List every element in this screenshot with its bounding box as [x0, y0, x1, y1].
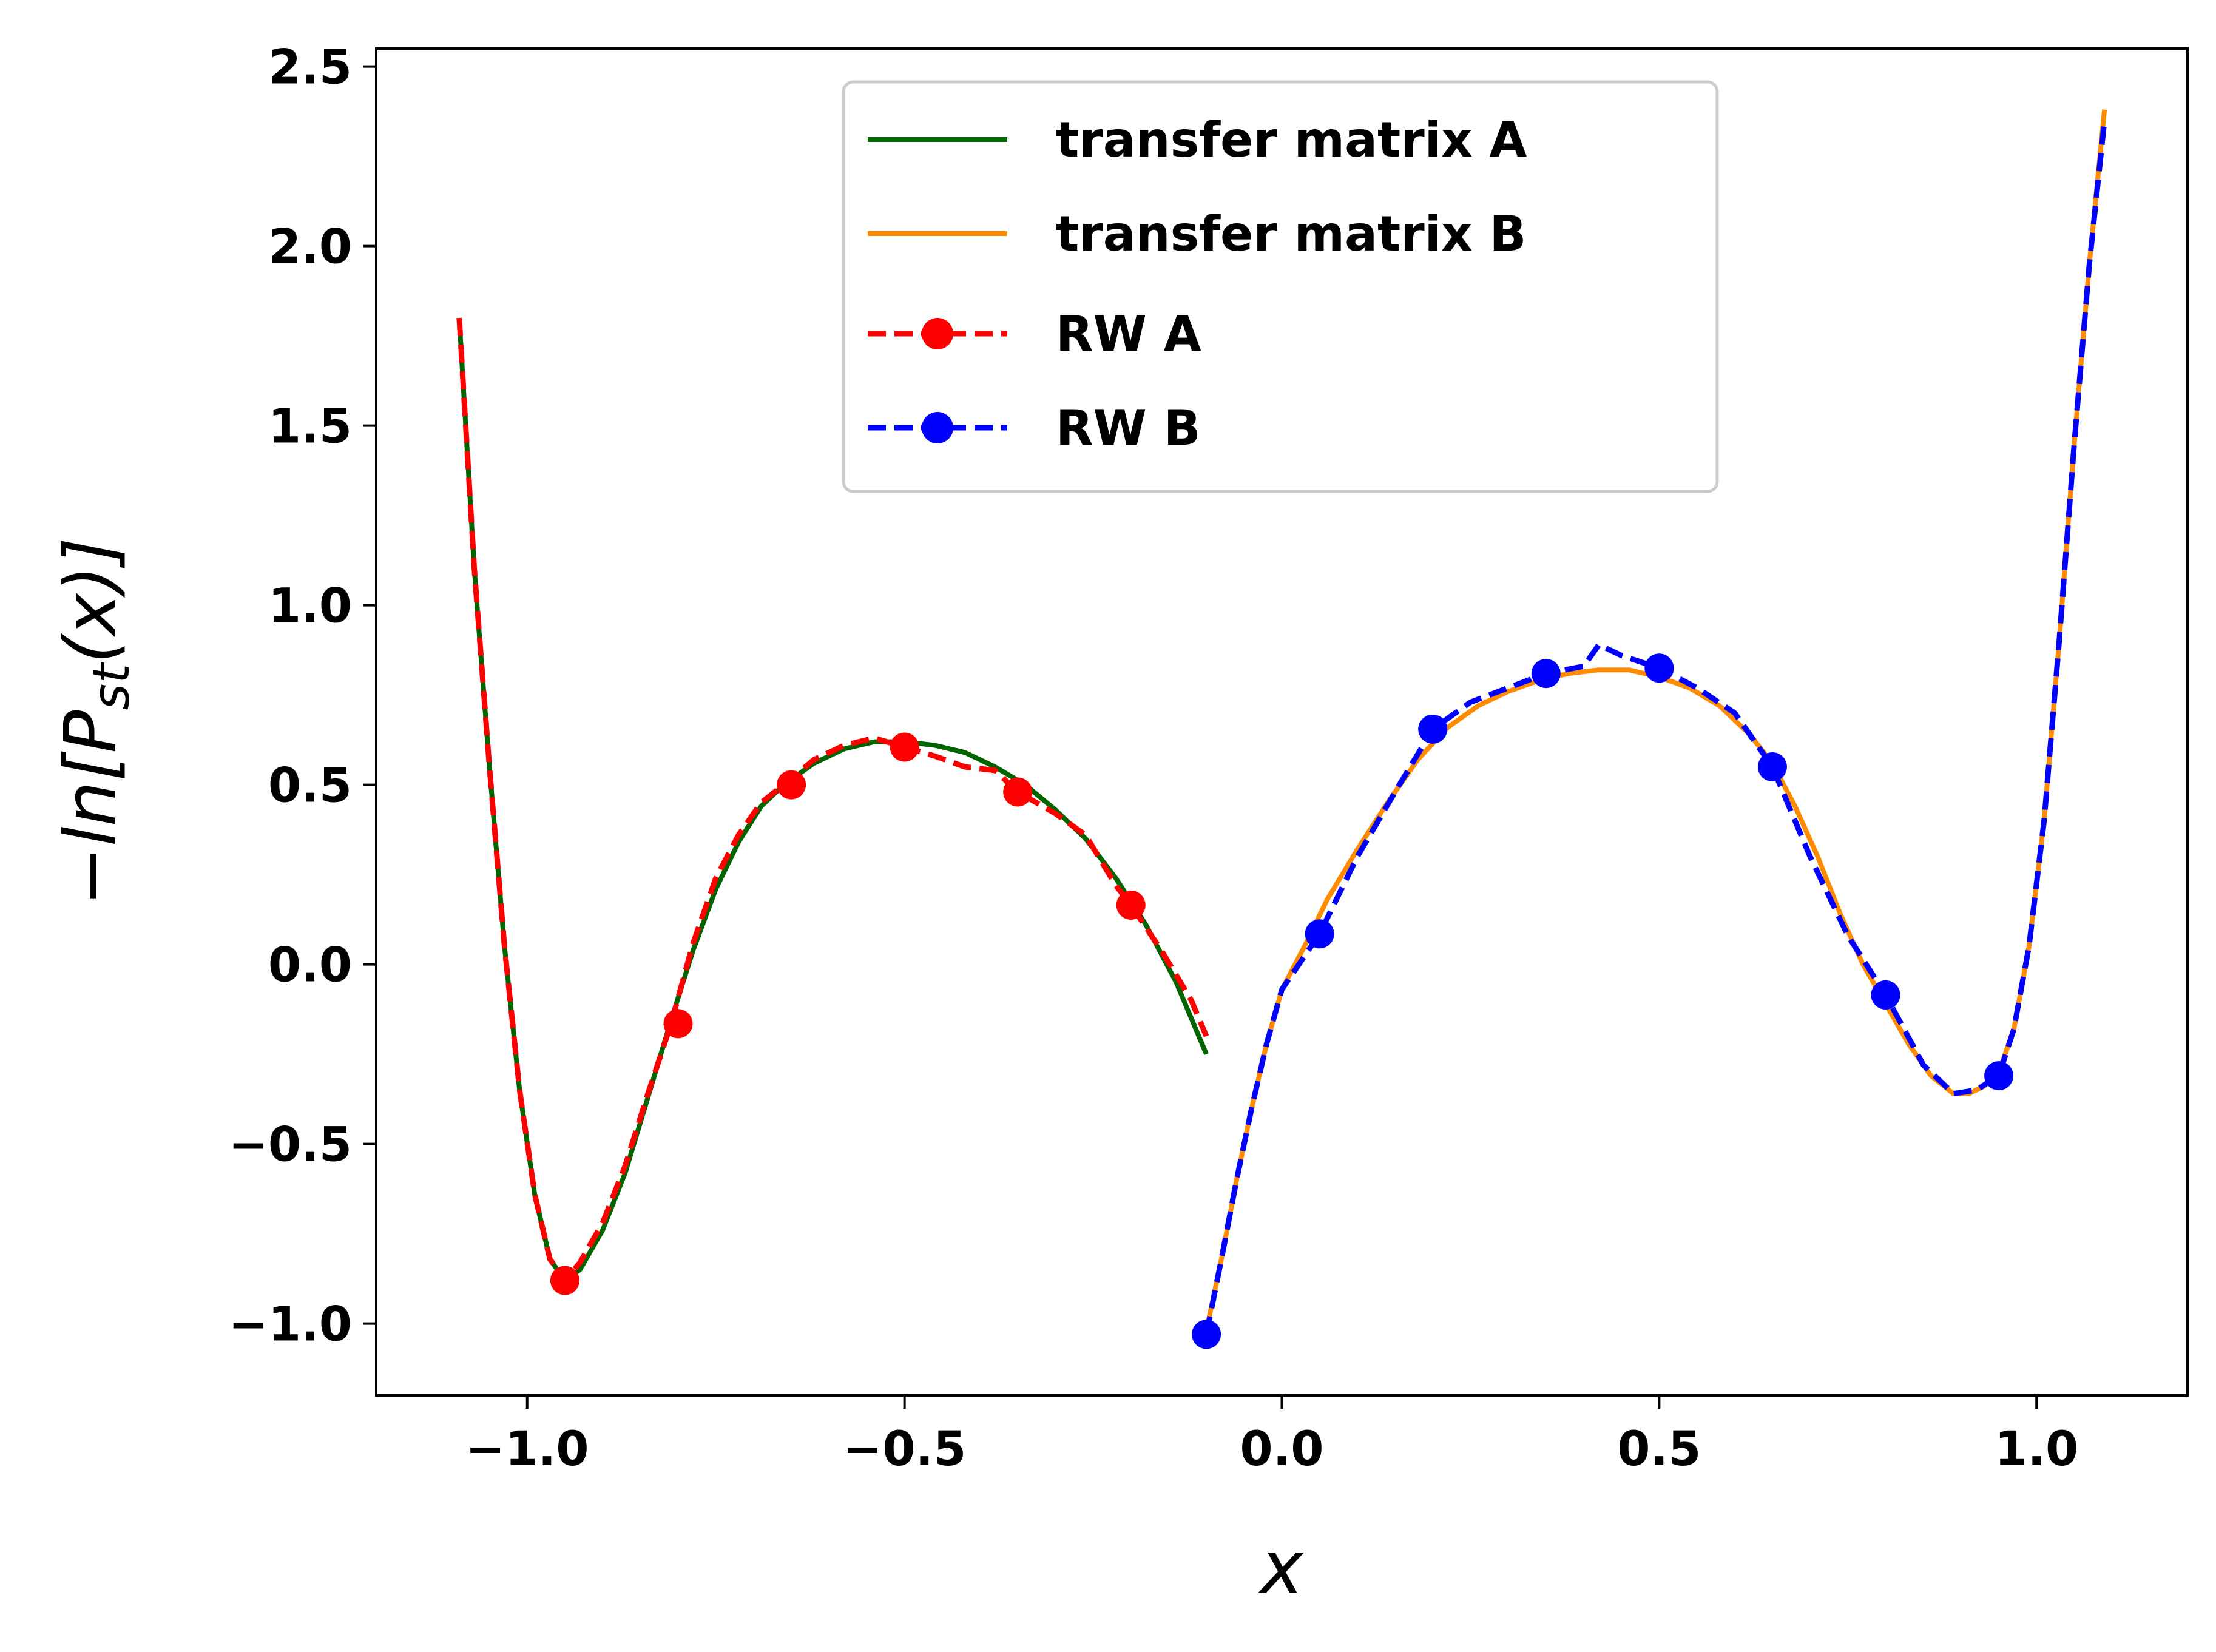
rw-a-marker: [1003, 777, 1033, 807]
rw-b-marker: [1644, 653, 1674, 683]
rw-b-marker: [1305, 919, 1334, 949]
x-tick-label: 0.0: [1240, 1422, 1323, 1477]
y-tick-label: 0.0: [268, 939, 352, 993]
rw-a-marker: [777, 770, 806, 800]
rw-b-marker: [1192, 1320, 1221, 1349]
y-tick-label: −1.0: [228, 1298, 352, 1352]
rw-a-line: [456, 317, 1209, 1284]
y-tick-label: 2.0: [268, 220, 352, 275]
x-tick-label: 0.5: [1617, 1422, 1701, 1477]
y-axis-title-main: −ln[P: [49, 710, 132, 907]
legend-label-rw-a: RW A: [1056, 306, 1201, 362]
legend-marker-rw-a: [922, 318, 953, 349]
x-tick-label: 1.0: [1995, 1422, 2078, 1477]
legend-label-transfer-matrix-b: transfer matrix B: [1056, 206, 1527, 262]
legend: transfer matrix A transfer matrix B RW A RW…: [842, 80, 1719, 493]
rw-b-line: [1203, 120, 2107, 1335]
x-tick-label: −1.0: [465, 1422, 589, 1477]
y-tick-label: 2.5: [268, 41, 352, 95]
x-tick-label: −0.5: [843, 1422, 967, 1477]
legend-label-rw-b: RW B: [1056, 400, 1201, 456]
rw-b-marker: [1871, 980, 1900, 1010]
y-axis-title: −ln[Pst(x)]: [49, 538, 141, 906]
legend-label-transfer-matrix-a: transfer matrix A: [1056, 112, 1527, 168]
y-axis-title-tail: (x)]: [49, 538, 132, 664]
y-tick-label: 0.5: [268, 759, 352, 814]
rw-b-marker: [1418, 714, 1448, 744]
rw-b-marker: [1984, 1061, 2014, 1091]
x-axis-title: x: [1258, 1526, 1305, 1610]
rw-a-marker: [890, 732, 919, 762]
legend-marker-rw-b: [922, 412, 953, 443]
plot-area: [456, 109, 2107, 1349]
y-tick-label: 1.5: [268, 400, 352, 454]
axes: −1.0 −0.5 0.0 0.5 1.0 −1.0 −0.5 0.0 0.5 1.0 1.5 2.0…: [228, 41, 2078, 1477]
rw-b-marker: [1757, 752, 1787, 781]
rw-a-marker: [550, 1266, 579, 1295]
rw-b-marker: [1531, 659, 1561, 689]
y-tick-label: 1.0: [268, 579, 352, 634]
legend-box: [842, 80, 1719, 493]
y-tick-label: −0.5: [228, 1118, 352, 1173]
rw-a-marker: [1116, 890, 1146, 920]
rw-a-marker: [663, 1009, 693, 1039]
y-axis-title-sub: st: [81, 662, 141, 710]
